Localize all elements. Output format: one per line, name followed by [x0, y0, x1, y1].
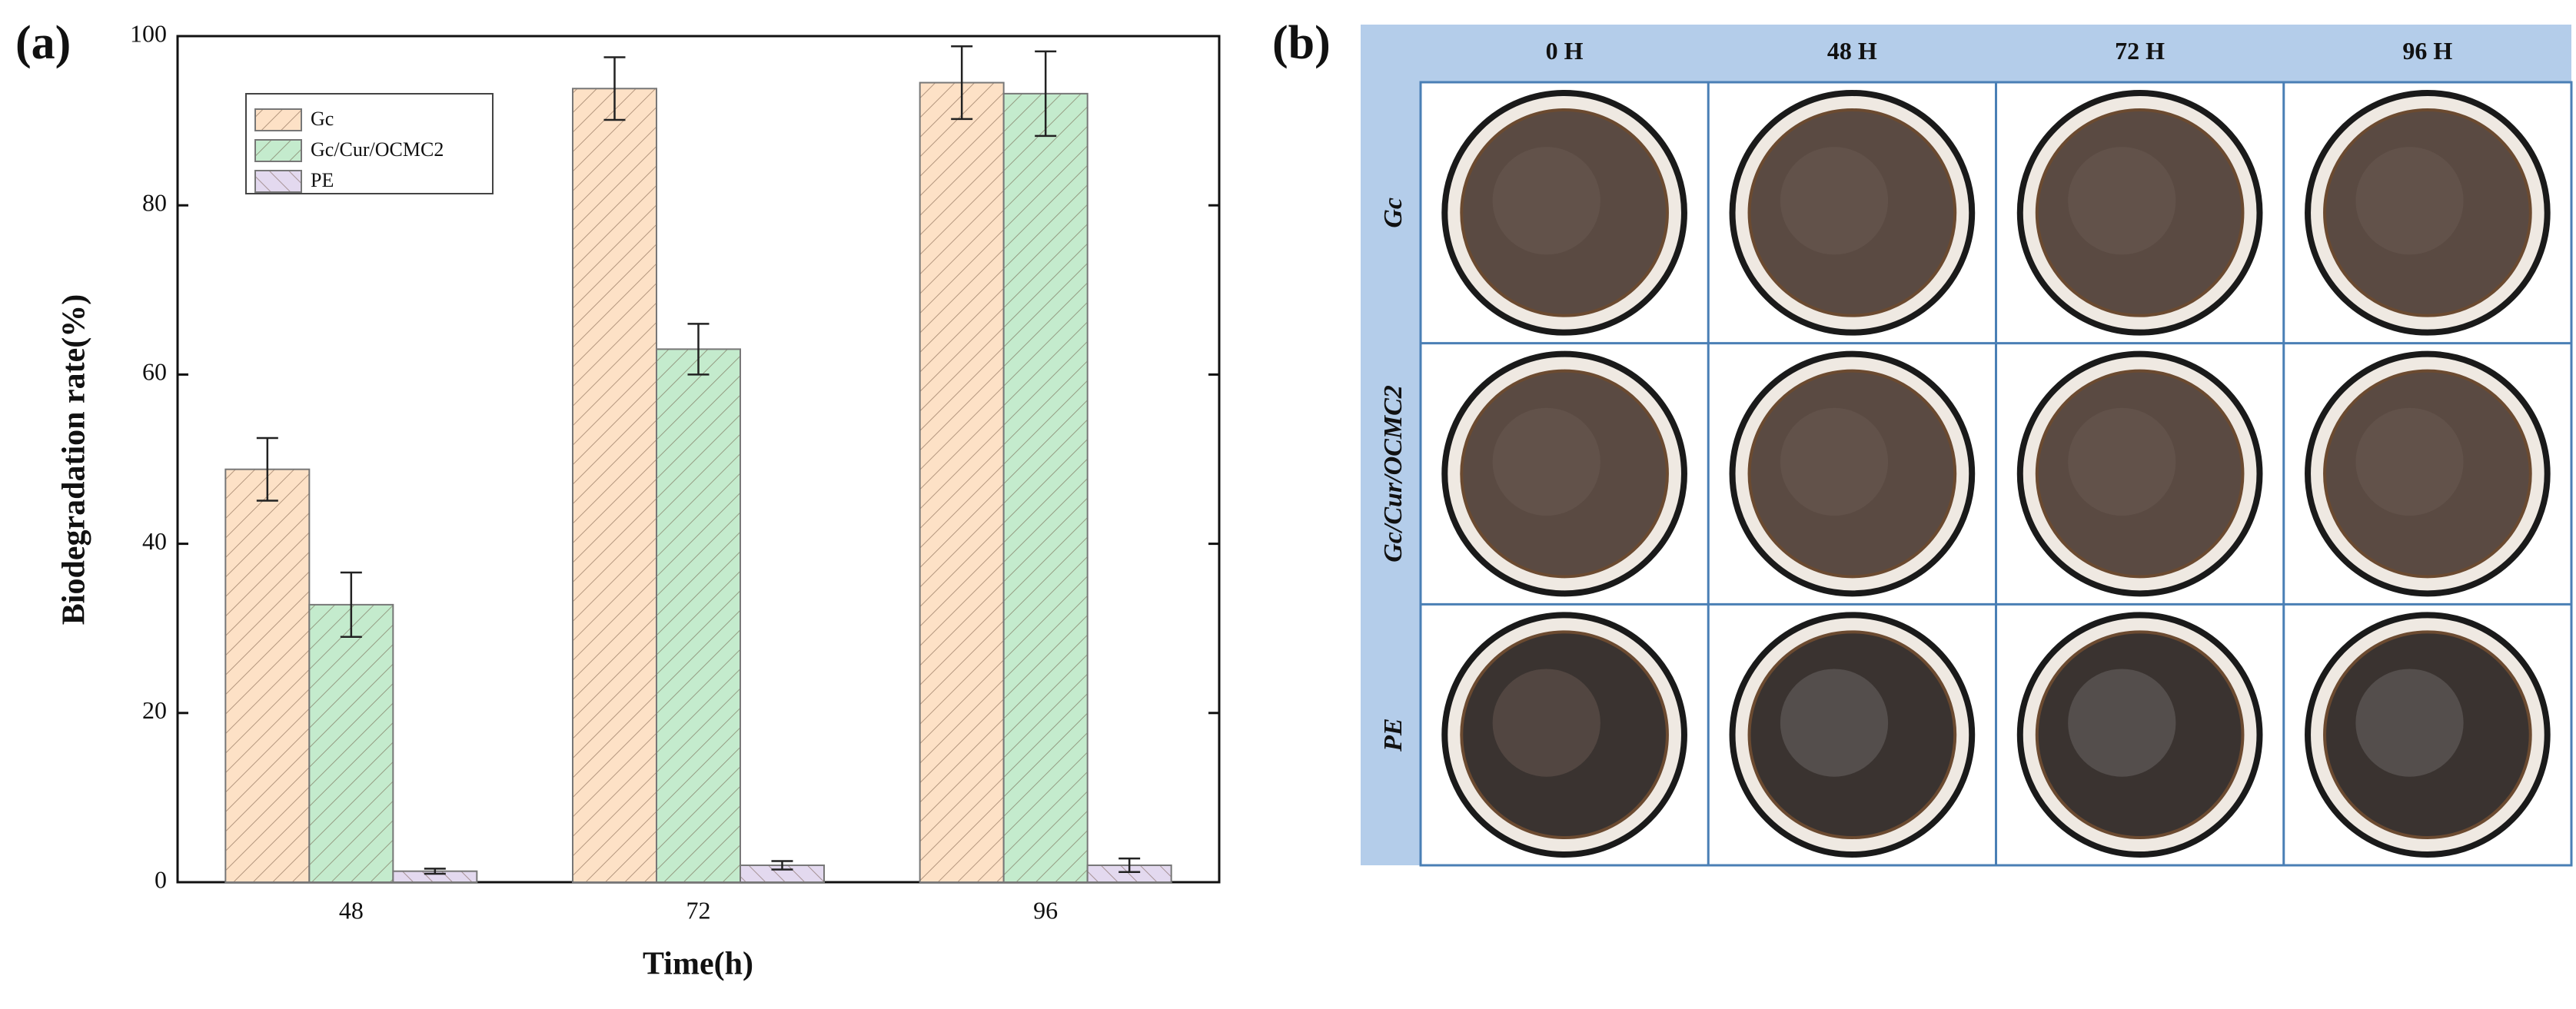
bar [1002, 92, 1089, 883]
dish-texture [2068, 669, 2176, 777]
legend-swatch [254, 139, 302, 162]
bar [224, 468, 311, 883]
dish-texture [2068, 407, 2176, 516]
error-bar [687, 323, 710, 376]
y-tick-label: 60 [142, 358, 167, 386]
legend-swatch [254, 170, 302, 193]
bar [308, 603, 394, 883]
y-axis-title: Biodegradation rate(%) [57, 294, 92, 625]
y-tick-label: 40 [142, 527, 167, 555]
y-tick-label: 20 [142, 696, 167, 724]
dish-texture [2068, 147, 2176, 255]
dish-texture [2355, 147, 2464, 255]
dish-texture [1780, 147, 1889, 255]
x-tick-label: 72 [686, 896, 711, 924]
column-header: 72 H [2115, 37, 2165, 65]
error-bar [340, 571, 362, 638]
y-tick-label: 80 [142, 189, 167, 217]
legend-label: Gc [311, 108, 334, 130]
y-tick-label: 100 [130, 19, 167, 47]
column-header: 48 H [1827, 37, 1877, 65]
dish-texture [2355, 407, 2464, 516]
error-bar [1035, 50, 1057, 138]
dish-texture [1492, 669, 1600, 777]
row-header: Gc/Cur/OCMC2 [1379, 385, 1408, 563]
dish-texture [1492, 407, 1600, 516]
bar [919, 81, 1005, 883]
column-header: 96 H [2402, 37, 2452, 65]
panel-label: (a) [15, 17, 71, 69]
legend-label: Gc/Cur/OCMC2 [311, 138, 444, 161]
column-header: 0 H [1546, 37, 1584, 65]
row-header: Gc [1379, 197, 1408, 228]
grid-header [1361, 25, 2571, 82]
panel-label: (b) [1272, 17, 1331, 69]
grid-label-col [1361, 82, 1421, 865]
x-axis-title: Time(h) [643, 947, 753, 982]
legend-label: PE [311, 169, 334, 191]
bar [572, 88, 657, 884]
legend-swatch [254, 108, 302, 131]
error-bar [603, 56, 626, 121]
row-header: PE [1379, 718, 1408, 752]
error-bar [1118, 857, 1141, 874]
dish-texture [1492, 147, 1600, 255]
error-bar [424, 868, 446, 875]
error-bar [771, 860, 793, 871]
dish-texture [1780, 669, 1889, 777]
y-tick-label: 0 [155, 865, 167, 893]
error-bar [256, 436, 278, 502]
dish-texture [2355, 669, 2464, 777]
dish-texture [1780, 407, 1889, 516]
x-tick-label: 96 [1033, 896, 1058, 924]
x-tick-label: 48 [339, 896, 364, 924]
bar [656, 348, 741, 883]
error-bar [951, 45, 973, 121]
